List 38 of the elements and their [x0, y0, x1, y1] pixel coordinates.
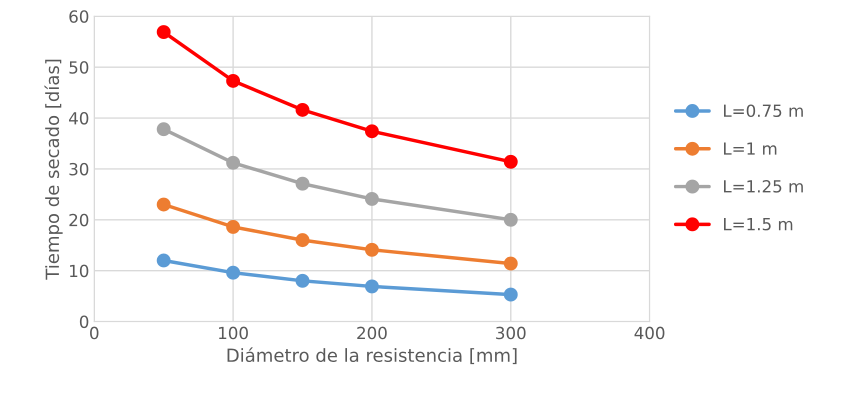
point: [504, 154, 518, 169]
x-tick-label: 300: [496, 326, 526, 340]
point: [364, 242, 379, 257]
legend-label: L=1 m: [724, 142, 776, 155]
x-tick-label: 0: [90, 326, 98, 340]
x-tick-label: 400: [634, 326, 664, 340]
point: [504, 256, 518, 270]
point: [504, 212, 518, 227]
point: [296, 274, 310, 288]
point: [226, 220, 240, 234]
y-tick-label: 60: [69, 10, 88, 23]
legend-label: L=1.25 m: [724, 180, 803, 193]
point: [364, 124, 379, 138]
y-tick-label: 30: [69, 162, 88, 176]
y-tick-label: 40: [69, 112, 88, 125]
x-axis-title: Diámetro de la resistencia [mm]: [228, 347, 517, 364]
point: [226, 156, 240, 170]
point: [504, 288, 518, 302]
point: [296, 176, 310, 191]
legend-label: L=1.5 m: [724, 218, 792, 230]
y-tick-label: 50: [69, 61, 88, 74]
point: [364, 279, 379, 294]
x-tick-label: 100: [219, 326, 248, 340]
legend-label: L=0.75 m: [724, 104, 803, 118]
point: [226, 266, 240, 280]
point: [226, 74, 240, 88]
y-tick-label: 0: [80, 315, 88, 328]
point: [156, 254, 171, 268]
point: [156, 198, 171, 212]
point: [296, 102, 310, 117]
point: [156, 122, 171, 136]
y-axis-title: Tiempo de secado [días]: [44, 60, 63, 280]
point: [296, 233, 310, 248]
y-tick-label: 20: [69, 214, 88, 226]
point: [156, 25, 171, 39]
y-tick-label: 10: [70, 264, 88, 278]
x-tick-label: 200: [357, 326, 387, 340]
point: [364, 192, 379, 206]
